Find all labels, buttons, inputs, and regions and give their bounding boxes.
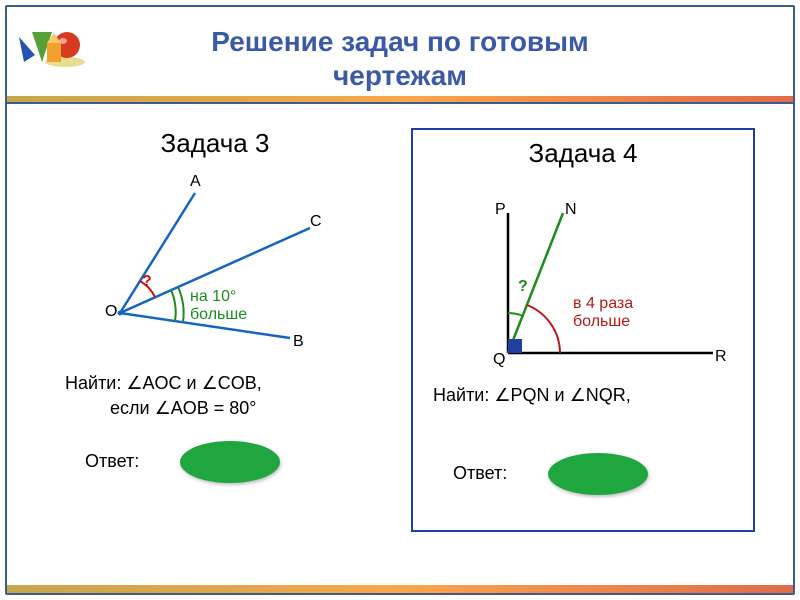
p4-find: Найти: ∠PQN и ∠NQR, xyxy=(433,383,733,408)
point-P: P xyxy=(495,201,506,219)
p4-annot-l1: в 4 раза xyxy=(573,295,633,312)
header-accent xyxy=(7,96,793,102)
point-A: A xyxy=(190,173,201,191)
point-C: C xyxy=(310,213,322,231)
p4-annot-l2: больше xyxy=(573,313,630,330)
content-area: Задача 3 O A C B ? на 10° больше xyxy=(20,110,780,580)
p4-question-mark: ? xyxy=(518,278,528,296)
p3-annot-l2: больше xyxy=(190,306,247,323)
header-band: Решение задач по готовым чертежам xyxy=(7,7,793,104)
problem-3-diagram: O A C B ? на 10° больше xyxy=(45,173,385,363)
problem-4-diagram: Q P N R ? в 4 раза больше xyxy=(413,183,753,383)
problem-4-svg xyxy=(413,183,753,383)
problem-4-title: Задача 4 xyxy=(413,138,753,169)
p3-find-l1: Найти: ∠AOC и ∠COB, xyxy=(65,373,262,393)
point-R: R xyxy=(715,348,727,366)
p4-answer-row: Ответ: xyxy=(453,463,733,508)
title-line2: чертежам xyxy=(333,60,467,91)
p3-find-l2: если ∠AOB = 80° xyxy=(110,398,256,418)
p4-find-l1: Найти: ∠PQN и ∠NQR, xyxy=(433,385,631,405)
p4-answer-cover[interactable] xyxy=(548,453,648,495)
p3-question-mark: ? xyxy=(142,273,152,291)
problem-3: Задача 3 O A C B ? на 10° больше xyxy=(45,120,385,550)
title-line1: Решение задач по готовым xyxy=(211,26,589,57)
bottom-accent xyxy=(7,585,793,593)
p4-answer-label: Ответ: xyxy=(453,463,507,483)
p3-annot: на 10° больше xyxy=(190,288,247,323)
p3-find: Найти: ∠AOC и ∠COB, если ∠AOB = 80° xyxy=(65,371,365,421)
problem-3-title: Задача 3 xyxy=(45,128,385,159)
problem-3-svg xyxy=(45,173,385,363)
point-Q: Q xyxy=(493,351,505,369)
point-B: B xyxy=(293,333,304,351)
p4-annot: в 4 раза больше xyxy=(573,295,633,330)
p3-annot-l1: на 10° xyxy=(190,288,236,305)
point-O: O xyxy=(105,303,117,321)
problem-4: Задача 4 Q P N R ? в 4 раза xyxy=(411,128,755,532)
p3-answer-label: Ответ: xyxy=(85,451,139,471)
p3-answer-row: Ответ: xyxy=(85,451,365,496)
slide-title: Решение задач по готовым чертежам xyxy=(7,25,793,92)
p3-answer-cover[interactable] xyxy=(180,441,280,483)
point-N: N xyxy=(565,201,577,219)
